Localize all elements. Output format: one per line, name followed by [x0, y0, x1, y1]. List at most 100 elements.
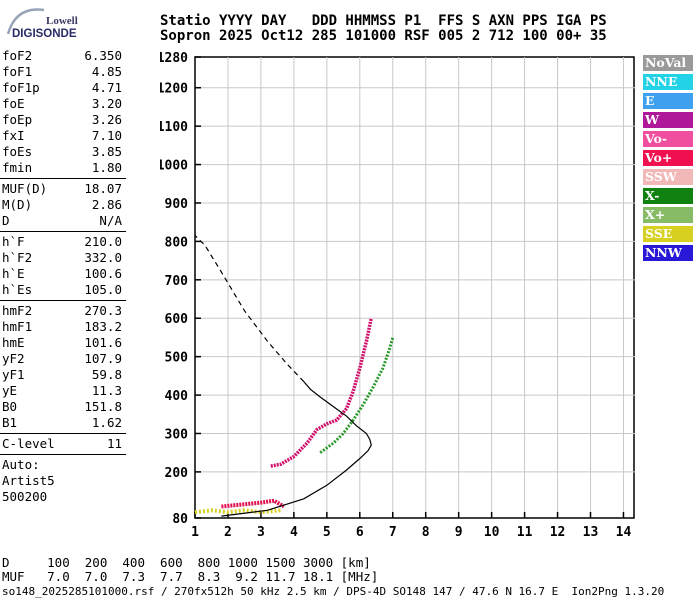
param-row: h`Es 105.0 — [0, 282, 128, 298]
y-tick-label: 1100 — [160, 120, 188, 135]
param-name: h`F2 — [2, 250, 33, 265]
plot-frame — [194, 56, 635, 519]
param-row: B0 151.8 — [0, 399, 128, 415]
param-row: foF1p 4.71 — [0, 80, 128, 96]
x-tick-label: 5 — [323, 525, 331, 540]
y-tick-label: 300 — [165, 427, 189, 442]
y-tick-label: 500 — [165, 351, 189, 366]
param-value: 6.350 — [84, 48, 122, 63]
x-tick-label: 8 — [422, 525, 430, 540]
y-tick-label: 400 — [165, 389, 189, 404]
param-name: foEs — [2, 144, 33, 159]
param-value: 105.0 — [84, 282, 122, 297]
x-tick-label: 4 — [290, 525, 298, 540]
y-tick-label: 1000 — [160, 159, 188, 174]
clevel-name: C-level — [2, 436, 55, 451]
param-name: h`Es — [2, 282, 33, 297]
legend-vo-swatch: Vo+ — [643, 150, 693, 166]
y-tick-label: 80 — [172, 512, 188, 527]
param-row: hmF2 270.3 — [0, 303, 128, 319]
auto-scaling-text: Auto: — [2, 457, 40, 472]
param-row: foF1 4.85 — [0, 64, 128, 80]
x-tick-label: 7 — [389, 525, 397, 540]
param-value: 59.8 — [91, 367, 122, 382]
param-row: D N/A — [0, 213, 128, 229]
param-row: foF2 6.350 — [0, 48, 128, 64]
legend-sse-swatch: SSE — [643, 226, 693, 242]
param-row: foEs 3.85 — [0, 144, 128, 160]
digisonde-logo: Lowell DIGISONDE — [4, 4, 84, 44]
param-name: M(D) — [2, 197, 33, 212]
o-trace — [270, 317, 374, 468]
es-trace — [194, 508, 281, 515]
param-value: 3.26 — [91, 112, 122, 127]
param-name: fmin — [2, 160, 33, 175]
footer-info: so148_2025285101000.rsf / 270fx512h 50 k… — [2, 585, 665, 598]
y-tick-label: 700 — [165, 274, 189, 289]
legend-e-swatch: E — [643, 93, 693, 109]
logo-line2: DIGISONDE — [12, 28, 77, 40]
density-profile-solid — [221, 381, 372, 517]
param-name: yF2 — [2, 351, 25, 366]
param-value: 7.10 — [91, 128, 122, 143]
param-name: MUF(D) — [2, 181, 48, 196]
param-value: 3.85 — [91, 144, 122, 159]
legend-w-swatch: W — [643, 112, 693, 128]
param-row: fxI 7.10 — [0, 128, 128, 144]
param-row: h`F2 332.0 — [0, 250, 128, 266]
param-row: fmin 1.80 — [0, 160, 128, 176]
x-tick-label: 6 — [356, 525, 364, 540]
legend-ssw-swatch: SSW — [643, 169, 693, 185]
x-tick-label: 3 — [257, 525, 265, 540]
x-tick-label: 9 — [455, 525, 463, 540]
param-value: 11.3 — [91, 383, 122, 398]
clevel-row: C-level 11 — [0, 436, 128, 452]
x-tick-label: 11 — [517, 525, 533, 540]
auto-scaling-text: 500200 — [2, 489, 48, 504]
y-tick-label: 800 — [165, 235, 189, 250]
param-name: h`F — [2, 234, 25, 249]
param-name: D — [2, 213, 10, 228]
param-value: 183.2 — [84, 319, 122, 334]
x-tick-label: 12 — [550, 525, 566, 540]
y-tick-label: 1200 — [160, 82, 188, 97]
muf-table: D 100 200 400 600 800 1000 1500 3000 [km… — [2, 556, 378, 584]
param-value: 3.20 — [91, 96, 122, 111]
param-value: N/A — [99, 213, 122, 228]
param-value: 332.0 — [84, 250, 122, 265]
param-name: h`E — [2, 266, 25, 281]
param-value: 151.8 — [84, 399, 122, 414]
auto-scaling-text: Artist5 — [2, 473, 55, 488]
param-row: B1 1.62 — [0, 415, 128, 431]
param-value: 4.71 — [91, 80, 122, 95]
station-header: Statio YYYY DAY DDD HHMMSS P1 FFS S AXN … — [160, 14, 607, 44]
param-name: B0 — [2, 399, 18, 414]
x-tick-label: 1 — [191, 525, 199, 540]
param-value: 107.9 — [84, 351, 122, 366]
param-value: 18.07 — [84, 181, 122, 196]
muf-table-muf-row: MUF 7.0 7.0 7.3 7.7 8.3 9.2 11.7 18.1 [M… — [2, 569, 379, 584]
param-name: yF1 — [2, 367, 25, 382]
panel-divider — [0, 178, 126, 179]
param-value: 101.6 — [84, 335, 122, 350]
param-name: hmF1 — [2, 319, 33, 334]
param-row: yF2 107.9 — [0, 351, 128, 367]
y-tick-label: 600 — [165, 312, 189, 327]
legend-x-swatch: X- — [643, 188, 693, 204]
panel-divider — [0, 300, 126, 301]
legend-vo-swatch: Vo- — [643, 131, 693, 147]
y-tick-label: 1280 — [160, 51, 188, 66]
param-value: 270.3 — [84, 303, 122, 318]
param-name: hmF2 — [2, 303, 33, 318]
header-line2: Sopron 2025 Oct12 285 101000 RSF 005 2 7… — [160, 28, 607, 44]
x-tick-label: 2 — [224, 525, 232, 540]
muf-table-distance-row: D 100 200 400 600 800 1000 1500 3000 [km… — [2, 555, 371, 570]
ionogram-chart: 1 2 3 4 5 6 7 8 9 10 11 12 13 14802003004005006007008… — [160, 51, 635, 540]
param-row: yE 11.3 — [0, 383, 128, 399]
e-trace — [221, 498, 286, 509]
param-row: foEp 3.26 — [0, 112, 128, 128]
panel-divider — [0, 433, 126, 434]
x-tick-label: 13 — [583, 525, 599, 540]
density-profile-dashed — [194, 235, 305, 383]
panel-divider — [0, 454, 126, 455]
